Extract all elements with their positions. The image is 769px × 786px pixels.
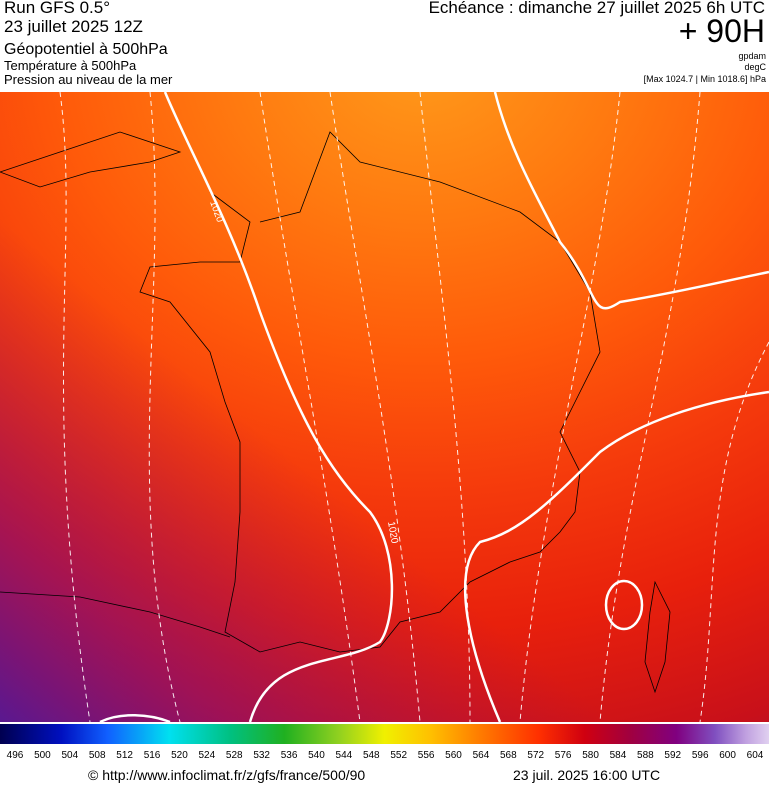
colorbar-label: 556: [418, 750, 435, 761]
colorbar-label: 516: [144, 750, 161, 761]
unit: gpdam: [738, 51, 766, 61]
colorbar-label: 568: [500, 750, 517, 761]
colorbar-label: 500: [34, 750, 51, 761]
run-date: 23 juillet 2025 12Z: [4, 17, 143, 36]
colorbar-label: 504: [61, 750, 78, 761]
colorbar-label: 520: [171, 750, 188, 761]
colorbar-label: 508: [89, 750, 106, 761]
colorbar-label: 524: [199, 750, 216, 761]
colorbar-label: 600: [719, 750, 736, 761]
colorbar-label: 576: [555, 750, 572, 761]
colorbar-label: 512: [116, 750, 133, 761]
unit: [Max 1024.7 | Min 1018.6] hPa: [643, 74, 766, 84]
field: [0, 92, 769, 722]
colorbar-label: 604: [747, 750, 764, 761]
colorbar-label: 540: [308, 750, 325, 761]
colorbar-label: 572: [527, 750, 544, 761]
colorbar-label: 564: [473, 750, 490, 761]
isobar-label: 1020: [385, 521, 400, 545]
unit: degC: [744, 62, 766, 72]
subtitle: Pression au niveau de la mer: [4, 72, 173, 87]
lead-time: + 90H: [678, 13, 765, 49]
temperature-isotherm: [59, 92, 769, 722]
map-title: Géopotentiel à 500hPa: [4, 41, 168, 58]
map: 1020 1020: [0, 92, 769, 722]
source: © http://www.infoclimat.fr/z/gfs/france/…: [88, 767, 366, 783]
colorbar: [0, 724, 769, 744]
subtitle: Température à 500hPa: [4, 58, 137, 73]
colorbar-label: 552: [390, 750, 407, 761]
colorbar-label: 588: [637, 750, 654, 761]
colorbar-label: 544: [336, 750, 353, 761]
colorbar-label: 580: [582, 750, 599, 761]
valid-time: Echéance : dimanche 27 juillet 2025 6h U…: [428, 0, 765, 17]
colorbar-label: 536: [281, 750, 298, 761]
colorbar-labels: 496 500 504 508 512 516 520 524 528 532 536 540 544 5…: [7, 750, 764, 761]
colorbar-label: 532: [253, 750, 270, 761]
issued: 23 juil. 2025 16:00 UTC: [513, 767, 661, 783]
colorbar-label: 496: [7, 750, 24, 761]
colorbar-label: 528: [226, 750, 243, 761]
colorbar-label: 560: [445, 750, 462, 761]
isobar: [99, 92, 769, 722]
colorbar-label: 592: [664, 750, 681, 761]
colorbar-label: 596: [692, 750, 709, 761]
colorbar-label: 584: [610, 750, 627, 761]
coastline: [0, 131, 671, 694]
colorbar-label: 548: [363, 750, 380, 761]
run: Run GFS 0.5°: [4, 0, 111, 17]
